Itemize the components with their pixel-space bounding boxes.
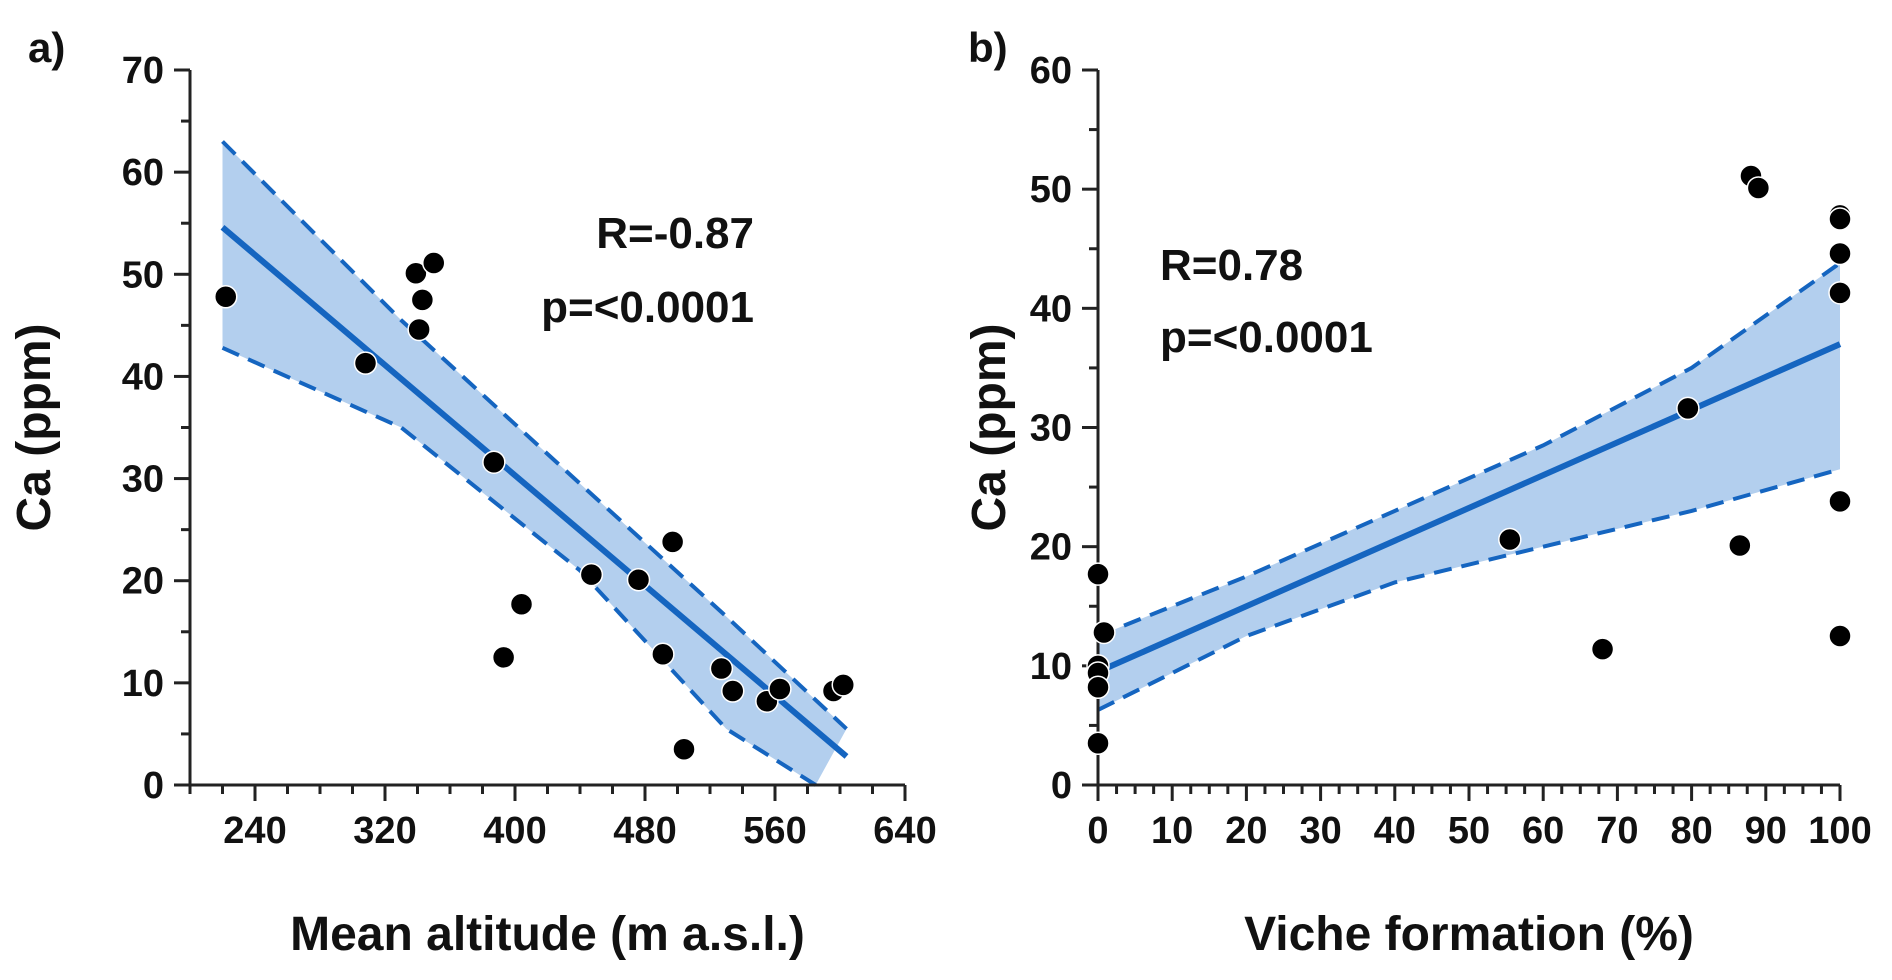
panel-a-lower-confidence-line xyxy=(221,346,817,787)
panel-a-data-point xyxy=(709,656,734,681)
panel-b-regression-line xyxy=(1096,341,1842,675)
panel-a-x-tick-label: 640 xyxy=(873,810,936,852)
panel-a-x-tick-label: 240 xyxy=(223,810,286,852)
panel-a-x-axis-title: Mean altitude (m a.s.l.) xyxy=(290,908,805,961)
panel-a-data-point xyxy=(407,317,431,342)
panel-b-x-tick-label: 80 xyxy=(1670,810,1712,852)
panel-b-y-tick-label: 30 xyxy=(1030,408,1072,450)
panel-b-data-point xyxy=(1676,396,1700,421)
panel-b-x-axis-title: Viche formation (%) xyxy=(1244,908,1694,961)
panel-a-scatter-chart: 0 10 20 30 40 50 60 70 240 320 400 480 560 640 Mean al… xyxy=(8,24,937,961)
panel-b-confidence-band xyxy=(1098,263,1840,710)
panel-b-data-point xyxy=(1086,731,1110,756)
panel-a-data-point xyxy=(353,351,378,375)
panel-b-lower-confidence-line xyxy=(1097,467,1841,712)
panel-a-y-axis-title: Ca (ppm) xyxy=(8,324,61,532)
panel-b-y-tick-label: 0 xyxy=(1051,765,1072,807)
panel-a-data-point xyxy=(626,567,651,592)
panel-a-y-tick-label: 10 xyxy=(122,663,164,705)
panel-a-x-tick-label: 480 xyxy=(613,810,676,852)
panel-b-data-point xyxy=(1828,281,1852,305)
panel-a-data-point xyxy=(404,261,428,286)
panel-b-y-tick-label: 20 xyxy=(1030,527,1072,569)
panel-b-x-tick-label: 60 xyxy=(1522,810,1564,852)
panel-b-data-point xyxy=(1728,533,1752,558)
panel-b-y-tick-label: 50 xyxy=(1030,169,1072,211)
panel-b-y-tick-label: 10 xyxy=(1030,646,1072,688)
panel-a-data-point xyxy=(672,737,696,761)
panel-a-x-tick-label: 560 xyxy=(743,810,806,852)
panel-a-data-point xyxy=(509,592,534,616)
panel-a-panel-label: a) xyxy=(28,24,65,71)
panel-b-data-point xyxy=(1828,624,1852,648)
panel-a-y-tick-label: 60 xyxy=(122,152,164,194)
panel-b-stat-p: p=<0.0001 xyxy=(1160,313,1373,362)
panel-a-data-point xyxy=(579,562,604,587)
panel-b-x-tick-label: 10 xyxy=(1151,810,1193,852)
panel-a-y-tick-label: 30 xyxy=(122,459,164,501)
panel-b-data-point xyxy=(1746,176,1771,200)
panel-b-stat-r: R=0.78 xyxy=(1160,241,1303,290)
panel-a-upper-confidence-line xyxy=(221,140,848,731)
panel-b-x-tick-label: 70 xyxy=(1596,810,1638,852)
panel-a-data-point xyxy=(831,673,855,697)
panel-a-y-tick-label: 20 xyxy=(122,561,164,603)
panel-b-x-tick-label: 90 xyxy=(1745,810,1787,852)
panel-b-y-tick-label: 60 xyxy=(1030,50,1072,92)
panel-a-y-tick-label: 0 xyxy=(143,765,164,807)
panel-b-x-tick-label: 100 xyxy=(1808,810,1871,852)
panel-a-data-point xyxy=(422,251,446,275)
panel-b-data-point xyxy=(1086,562,1110,586)
panel-b-data-point xyxy=(1590,637,1615,661)
panel-a-data-point xyxy=(214,285,238,309)
panel-a-x-tick-label: 320 xyxy=(353,810,416,852)
panel-b-x-tick-label: 20 xyxy=(1225,810,1267,852)
panel-a-y-tick-label: 50 xyxy=(122,254,164,296)
panel-b-data-point xyxy=(1828,241,1852,266)
panel-b-panel-label: b) xyxy=(968,24,1008,71)
panel-a-data-point xyxy=(410,288,435,312)
panel-a-stat-p: p=<0.0001 xyxy=(541,283,754,332)
panel-a-y-tick-label: 40 xyxy=(122,356,164,398)
panel-a-data-point xyxy=(768,677,792,701)
panel-a-stat-r: R=-0.87 xyxy=(596,209,754,258)
panel-a-regression-line xyxy=(220,225,849,759)
panel-b-y-axis-title: Ca (ppm) xyxy=(963,324,1016,532)
panel-a-data-point xyxy=(482,450,506,474)
panel-a-x-tick-label: 400 xyxy=(483,810,546,852)
panel-b-data-point xyxy=(1828,207,1852,231)
panel-b-data-point xyxy=(1828,489,1852,514)
panel-b-scatter-chart: 0 10 20 30 40 50 60 0 10 20 30 40 50 60 70 80 90 100 Viche… xyxy=(963,24,1872,961)
panel-a-data-point xyxy=(651,642,675,667)
panel-b-x-tick-label: 50 xyxy=(1448,810,1490,852)
panel-b-data-point xyxy=(1086,675,1110,700)
panel-b-upper-confidence-line xyxy=(1097,261,1842,638)
panel-b-y-tick-label: 40 xyxy=(1030,288,1072,330)
panel-a-y-tick-label: 70 xyxy=(122,50,164,92)
panel-a-data-point xyxy=(491,645,516,670)
panel-b-x-tick-label: 40 xyxy=(1374,810,1416,852)
panel-b-x-tick-label: 30 xyxy=(1299,810,1341,852)
panel-a-data-point xyxy=(660,530,685,554)
panel-a-data-point xyxy=(721,679,745,703)
panel-b-data-point xyxy=(1092,620,1116,645)
panel-b-data-point xyxy=(1498,527,1522,552)
panel-b-x-tick-label: 0 xyxy=(1087,810,1108,852)
